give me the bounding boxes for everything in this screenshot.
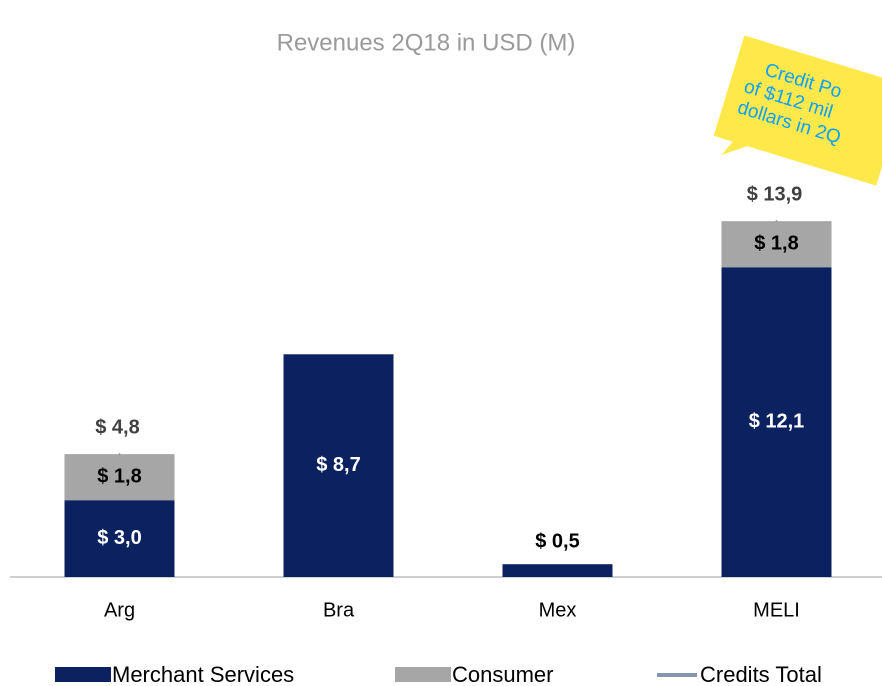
legend-label: Merchant Services — [112, 662, 294, 686]
data-label: $ 12,1 — [749, 410, 805, 432]
data-label: $ 1,8 — [754, 232, 798, 254]
total-point — [776, 220, 778, 222]
sticky-note: Credit Po of $112 mil dollars in 2Q — [709, 35, 882, 200]
legend-swatch — [395, 667, 451, 682]
total-point — [119, 453, 121, 455]
legend-swatch — [55, 667, 111, 682]
total-label: $ 13,9 — [747, 183, 803, 205]
chart: Revenues 2Q18 in USD (M) Credit Po of $1… — [0, 0, 882, 686]
total-label: $ 4,8 — [95, 416, 139, 438]
data-label: $ 3,0 — [97, 527, 141, 549]
x-tick-label: Arg — [104, 599, 135, 621]
x-tick-label: MELI — [753, 599, 800, 621]
data-label: $ 8,7 — [316, 454, 360, 476]
bar-segment — [503, 564, 613, 577]
data-label: $ 1,8 — [97, 465, 141, 487]
chart-title: Revenues 2Q18 in USD (M) — [277, 29, 576, 56]
x-tick-label: Bra — [323, 599, 355, 621]
data-label: $ 0,5 — [535, 530, 579, 552]
legend-label: Credits Total — [700, 662, 822, 686]
x-tick-label: Mex — [539, 599, 577, 621]
legend-label: Consumer — [452, 662, 553, 686]
